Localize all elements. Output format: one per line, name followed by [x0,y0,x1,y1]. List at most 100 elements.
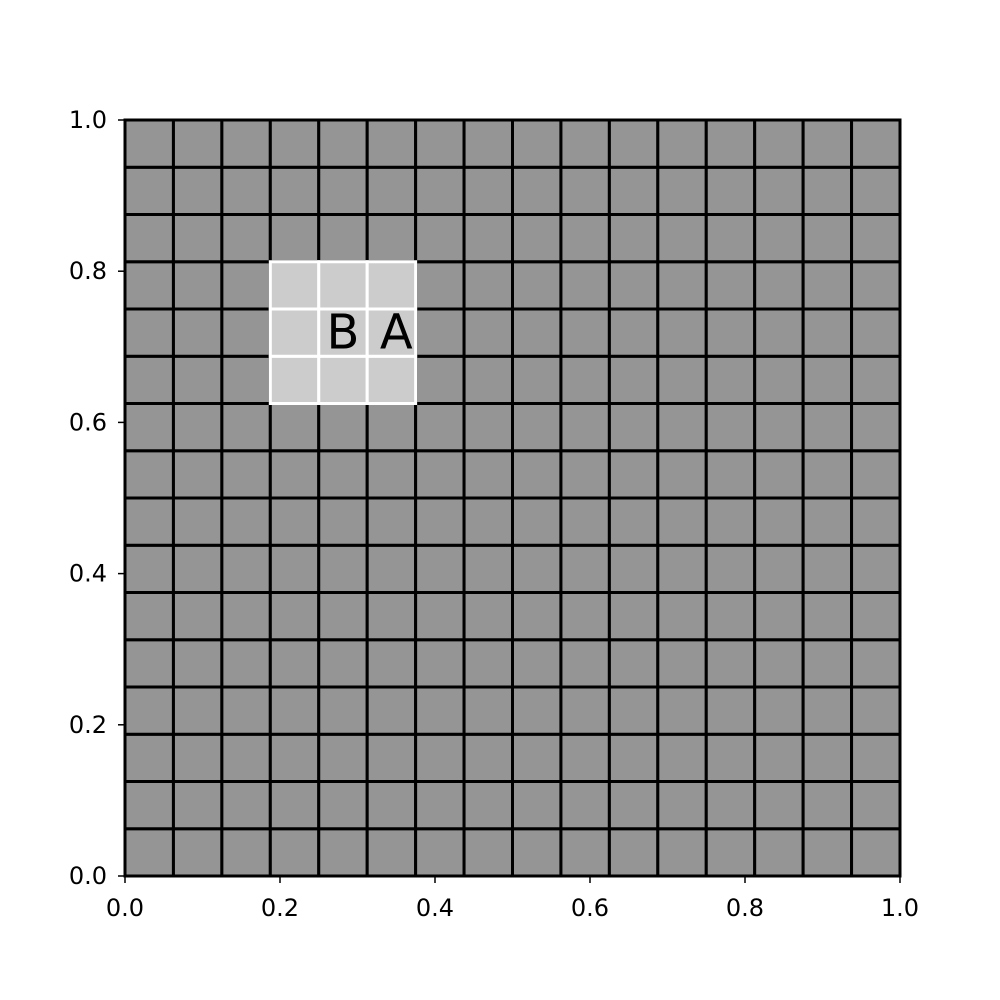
grid-cell [850,354,902,405]
grid-cell [317,402,369,453]
grid-cell [123,732,175,783]
grid-cell [753,165,805,216]
grid-cell [753,638,805,689]
grid-cell [753,827,805,878]
grid-cell [704,449,757,500]
grid-cell [414,780,466,831]
grid-cell [268,827,321,878]
grid-cell [414,307,466,358]
grid-cell [850,732,902,783]
grid-cell [704,260,757,311]
grid-cell [850,449,902,500]
grid-cell [511,591,563,642]
grid-cell [171,165,224,216]
grid-cell [414,591,466,642]
grid-cell [268,496,321,547]
grid-cell [607,780,660,831]
grid-cell [607,260,660,311]
grid-cell [801,591,854,642]
grid-cell [704,354,757,405]
highlighted-cell [317,354,369,405]
grid-cell [365,496,418,547]
grid-cell [656,354,708,405]
grid-cell [511,780,563,831]
grid-cell [123,543,175,594]
grid-cell [268,685,321,736]
grid-cell [559,354,611,405]
grid-cell [801,354,854,405]
grid-cell [171,496,224,547]
highlighted-cell [365,354,418,405]
grid-cell [607,827,660,878]
grid-cell [220,118,272,169]
grid-cell [656,165,708,216]
grid-cell [414,685,466,736]
grid-cell [801,260,854,311]
grid-cell [220,307,272,358]
grid-cell [462,685,514,736]
grid-cell [801,449,854,500]
grid-cell [704,496,757,547]
grid-cell [753,260,805,311]
grid-cell [317,543,369,594]
grid-cell [656,213,708,264]
grid-cell [801,402,854,453]
grid-cell [268,118,321,169]
grid-cell [462,213,514,264]
grid-cell [753,591,805,642]
grid-cell [462,591,514,642]
grid-cell [511,496,563,547]
grid-cell [365,165,418,216]
grid-cell [414,402,466,453]
grid-cell [365,402,418,453]
x-tick-label: 1.0 [881,894,919,922]
grid-cell [220,543,272,594]
grid-cell [704,543,757,594]
grid-cell [123,213,175,264]
grid-cell [220,449,272,500]
grid-cell [607,213,660,264]
grid-cell [850,591,902,642]
grid-cell [753,543,805,594]
grid-cell [511,449,563,500]
grid-cell [268,165,321,216]
grid-cell [850,118,902,169]
plot-frame [124,119,901,877]
y-tick-label: 0.2 [69,711,107,739]
grid-cell [365,732,418,783]
grid-cell [317,165,369,216]
grid-cell [414,213,466,264]
grid-cell [559,685,611,736]
grid-cell [753,780,805,831]
grid-cell [607,118,660,169]
grid-cell [559,543,611,594]
grid-cell [559,591,611,642]
grid-cell [123,307,175,358]
grid-cell [365,591,418,642]
grid-cell [317,213,369,264]
grid-cell [462,780,514,831]
grid-cell [171,449,224,500]
grid-cell [511,260,563,311]
grid-cell [268,449,321,500]
grid-cell [559,638,611,689]
grid-cell [171,543,224,594]
grid-cell [414,732,466,783]
grid-cell [123,685,175,736]
grid-cell [559,780,611,831]
grid-cell [607,591,660,642]
grid-cell [607,638,660,689]
grid-cell [801,827,854,878]
grid-cell [414,827,466,878]
grid-cell [704,213,757,264]
grid-cell [171,780,224,831]
grid-cell [317,496,369,547]
grid-cell [801,307,854,358]
x-tick-label: 0.2 [261,894,299,922]
grid-cell [123,260,175,311]
grid-cell [462,543,514,594]
grid-cell [220,827,272,878]
highlighted-cell [317,260,369,311]
